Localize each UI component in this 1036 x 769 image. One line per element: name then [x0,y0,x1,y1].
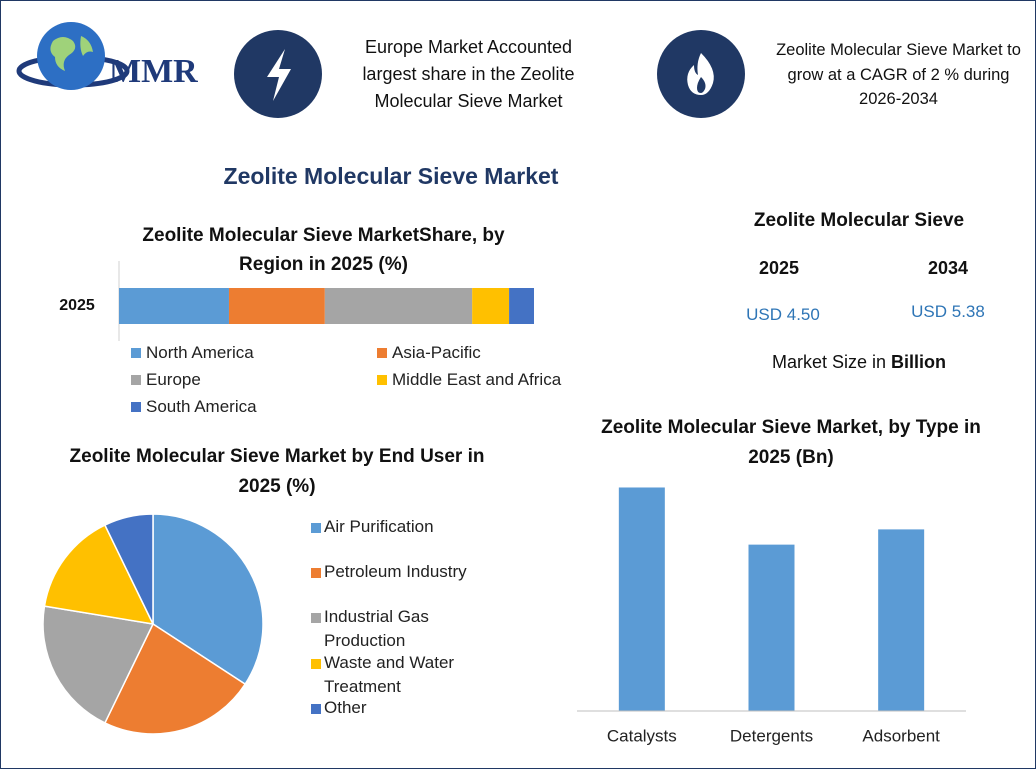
legend-label: Waste and Water Treatment [324,653,455,696]
year-label: 2034 [927,258,969,278]
pie-slice [43,524,155,625]
x-tick-label: Detergents [730,726,813,745]
bar [748,544,795,711]
bar [618,487,665,711]
legend-label: Petroleum Industry [324,562,467,581]
category-label: 2025 [59,297,95,314]
x-tick-label: Catalysts [607,726,677,745]
legend-swatch [311,704,321,714]
flame-icon [687,53,714,95]
logo-land [50,36,93,71]
legend-swatch [377,348,387,358]
legend-swatch [131,375,141,385]
lightning-icon [267,49,291,101]
bar [878,529,925,711]
chart-title: Zeolite Molecular Sieve Market by End Us… [69,446,485,497]
legend-swatch [377,375,387,385]
legend-swatch [311,523,321,533]
legend-label: Middle East and Africa [392,370,562,389]
logo: MMR [16,22,198,90]
note-unit: Billion [891,352,947,372]
header-note: Zeolite Molecular Sieve Market to grow a… [776,41,1021,108]
legend-label: Industrial Gas Production [324,607,429,650]
legend-label: Air Purification [324,517,434,536]
market-value: USD 4.50 [746,305,820,324]
note-text: Market Size in [771,352,887,372]
chart-title: Zeolite Molecular Sieve Market, by Type … [601,417,981,468]
main-title: Zeolite Molecular Sieve Market [223,163,559,189]
logo-text: MMR [109,53,198,90]
legend-swatch [131,348,141,358]
flame-inner [697,77,706,93]
market-size-note: Market Size in Billion [701,352,1017,373]
legend-label: Asia-Pacific [392,343,481,362]
bar-segment [228,288,325,324]
header-note: Europe Market Accounted largest share in… [362,37,575,111]
legend-label: Europe [146,370,201,389]
chart-title: Zeolite Molecular Sieve MarketShare, by … [142,225,505,275]
year-label: 2025 [758,258,800,278]
pie-slice [42,605,155,724]
bar-segment [324,288,473,324]
market-size-title: Zeolite Molecular Sieve [753,210,965,231]
legend-swatch [311,613,321,623]
bar-segment [472,288,510,324]
legend-label: South America [146,397,257,416]
market-value: USD 5.38 [911,302,985,321]
x-tick-label: Adsorbent [862,726,940,745]
legend-label: Other [324,698,367,717]
legend-swatch [311,659,321,669]
logo-globe [37,22,105,90]
bar-segment [119,288,229,324]
legend-swatch [311,568,321,578]
bar-segment [509,288,534,324]
legend-swatch [131,402,141,412]
legend-label: North America [146,343,254,362]
pie-slice [103,513,154,625]
